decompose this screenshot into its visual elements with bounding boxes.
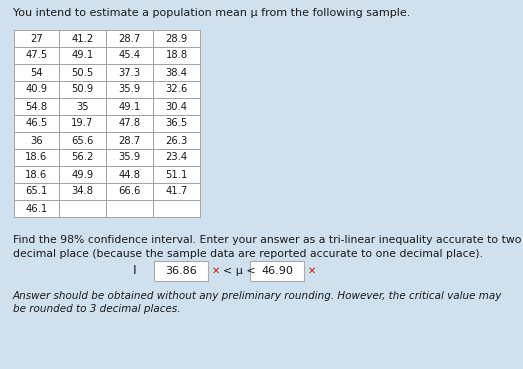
Bar: [14, 115, 59, 132]
FancyBboxPatch shape: [250, 261, 304, 281]
Bar: [14, 149, 59, 166]
Text: 28.7: 28.7: [118, 135, 141, 145]
Bar: [59, 47, 106, 64]
Bar: [14, 98, 59, 115]
Bar: [59, 166, 106, 183]
Text: 35.9: 35.9: [118, 152, 141, 162]
Text: 44.8: 44.8: [119, 169, 141, 179]
Text: 54: 54: [30, 68, 43, 77]
Text: Answer should be obtained without any preliminary rounding. However, the critica: Answer should be obtained without any pr…: [13, 291, 503, 301]
Text: ✕: ✕: [212, 266, 220, 276]
Bar: [106, 166, 153, 183]
Bar: [59, 98, 106, 115]
Text: 49.9: 49.9: [71, 169, 94, 179]
Bar: [106, 183, 153, 200]
Bar: [106, 200, 153, 217]
Text: 50.5: 50.5: [71, 68, 94, 77]
Bar: [59, 64, 106, 81]
Text: 49.1: 49.1: [71, 51, 94, 61]
Text: 30.4: 30.4: [165, 101, 188, 111]
FancyBboxPatch shape: [154, 261, 208, 281]
Bar: [106, 98, 153, 115]
Text: 45.4: 45.4: [118, 51, 141, 61]
Text: 18.6: 18.6: [26, 169, 48, 179]
Text: 18.6: 18.6: [26, 152, 48, 162]
Text: 32.6: 32.6: [165, 85, 188, 94]
Text: 35.9: 35.9: [118, 85, 141, 94]
Text: 36: 36: [30, 135, 43, 145]
Text: 66.6: 66.6: [118, 186, 141, 197]
Text: be rounded to 3 decimal places.: be rounded to 3 decimal places.: [13, 304, 180, 314]
Bar: [106, 30, 153, 47]
Text: 26.3: 26.3: [165, 135, 188, 145]
Text: 28.9: 28.9: [165, 34, 188, 44]
Bar: [59, 149, 106, 166]
Text: 23.4: 23.4: [165, 152, 188, 162]
Text: 65.1: 65.1: [25, 186, 48, 197]
Text: 36.5: 36.5: [165, 118, 188, 128]
Bar: [153, 81, 200, 98]
Text: 41.7: 41.7: [165, 186, 188, 197]
Bar: [14, 200, 59, 217]
Bar: [59, 200, 106, 217]
Bar: [153, 30, 200, 47]
Bar: [153, 166, 200, 183]
Bar: [14, 64, 59, 81]
Bar: [153, 183, 200, 200]
Text: 36.86: 36.86: [165, 266, 197, 276]
Bar: [14, 30, 59, 47]
Text: 46.1: 46.1: [26, 203, 48, 214]
Text: 40.9: 40.9: [26, 85, 48, 94]
Text: 50.9: 50.9: [71, 85, 94, 94]
Text: < μ <: < μ <: [223, 266, 256, 276]
Bar: [14, 81, 59, 98]
Bar: [59, 132, 106, 149]
Text: 35: 35: [76, 101, 89, 111]
Bar: [14, 183, 59, 200]
Bar: [59, 81, 106, 98]
Bar: [153, 64, 200, 81]
Bar: [153, 200, 200, 217]
Text: 27: 27: [30, 34, 43, 44]
Text: 41.2: 41.2: [71, 34, 94, 44]
Text: 65.6: 65.6: [71, 135, 94, 145]
Bar: [59, 115, 106, 132]
Bar: [106, 149, 153, 166]
Text: 49.1: 49.1: [118, 101, 141, 111]
Bar: [106, 81, 153, 98]
Bar: [153, 149, 200, 166]
Text: decimal place (because the sample data are reported accurate to one decimal plac: decimal place (because the sample data a…: [13, 249, 483, 259]
Text: 38.4: 38.4: [165, 68, 188, 77]
Text: 18.8: 18.8: [165, 51, 188, 61]
Text: Find the 98% confidence interval. Enter your answer as a tri-linear inequality a: Find the 98% confidence interval. Enter …: [13, 235, 521, 245]
Text: 34.8: 34.8: [72, 186, 94, 197]
Bar: [153, 98, 200, 115]
Text: 47.5: 47.5: [26, 51, 48, 61]
Text: 47.8: 47.8: [118, 118, 141, 128]
Bar: [59, 183, 106, 200]
Text: 51.1: 51.1: [165, 169, 188, 179]
Bar: [106, 115, 153, 132]
Bar: [153, 132, 200, 149]
Text: I: I: [133, 265, 137, 277]
Text: ✕: ✕: [308, 266, 316, 276]
Bar: [106, 47, 153, 64]
Bar: [106, 64, 153, 81]
Text: You intend to estimate a population mean μ from the following sample.: You intend to estimate a population mean…: [13, 8, 411, 18]
Text: 46.90: 46.90: [261, 266, 293, 276]
Bar: [14, 166, 59, 183]
Text: 54.8: 54.8: [26, 101, 48, 111]
Bar: [14, 47, 59, 64]
Bar: [14, 132, 59, 149]
Text: 56.2: 56.2: [71, 152, 94, 162]
Bar: [59, 30, 106, 47]
Text: 19.7: 19.7: [71, 118, 94, 128]
Bar: [153, 47, 200, 64]
Text: 46.5: 46.5: [26, 118, 48, 128]
Bar: [153, 115, 200, 132]
Text: 28.7: 28.7: [118, 34, 141, 44]
Bar: [106, 132, 153, 149]
Text: 37.3: 37.3: [118, 68, 141, 77]
